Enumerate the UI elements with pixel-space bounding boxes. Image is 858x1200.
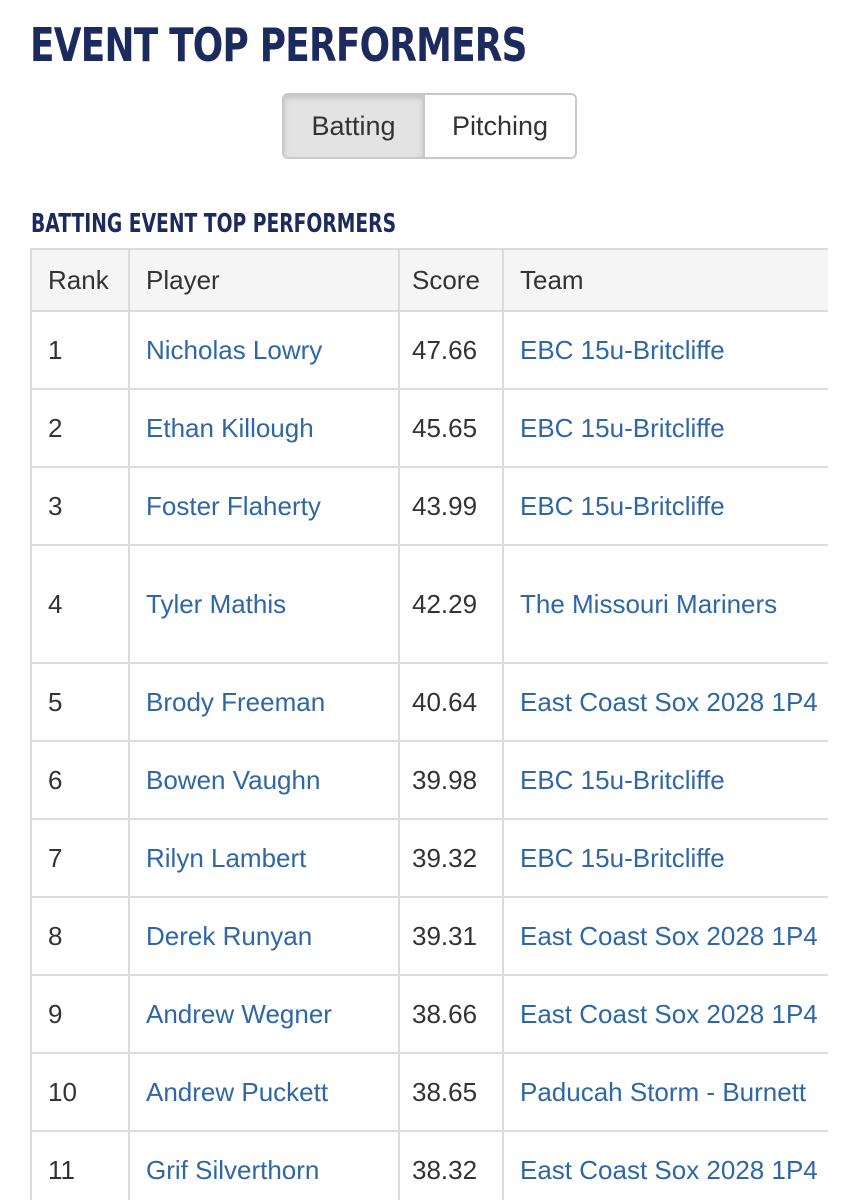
rank-cell: 4 xyxy=(30,544,130,664)
score-cell: 43.99 xyxy=(398,466,504,546)
section-title: BATTING EVENT TOP PERFORMERS xyxy=(31,209,397,239)
page-title: EVENT TOP PERFORMERS xyxy=(30,18,527,72)
tab-pitching[interactable]: Pitching xyxy=(425,95,575,157)
top-performers-table: Rank Player Score Team 1 Nicholas Lowry … xyxy=(30,248,828,1200)
team-link[interactable]: East Coast Sox 2028 1P4 xyxy=(520,686,818,717)
rank-cell: 3 xyxy=(30,466,130,546)
table-row: 11 Grif Silverthorn 38.32 East Coast Sox… xyxy=(30,1130,828,1200)
score-cell: 39.32 xyxy=(398,818,504,898)
score-cell: 39.31 xyxy=(398,896,504,976)
team-link[interactable]: EBC 15u-Britcliffe xyxy=(520,764,725,795)
column-header-team[interactable]: Team xyxy=(502,248,828,312)
score-cell: 38.65 xyxy=(398,1052,504,1132)
score-cell: 38.32 xyxy=(398,1130,504,1200)
player-link[interactable]: Grif Silverthorn xyxy=(146,1154,320,1185)
rank-cell: 2 xyxy=(30,388,130,468)
rank-cell: 5 xyxy=(30,662,130,742)
batting-pitching-toggle: Batting Pitching xyxy=(282,93,577,159)
table-row: 8 Derek Runyan 39.31 East Coast Sox 2028… xyxy=(30,896,828,976)
team-link[interactable]: EBC 15u-Britcliffe xyxy=(520,490,725,521)
team-link[interactable]: EBC 15u-Britcliffe xyxy=(520,412,725,443)
table-row: 1 Nicholas Lowry 47.66 EBC 15u-Britcliff… xyxy=(30,310,828,390)
table-row: 7 Rilyn Lambert 39.32 EBC 15u-Britcliffe xyxy=(30,818,828,898)
rank-cell: 9 xyxy=(30,974,130,1054)
rank-cell: 7 xyxy=(30,818,130,898)
score-cell: 40.64 xyxy=(398,662,504,742)
table-row: 10 Andrew Puckett 38.65 Paducah Storm - … xyxy=(30,1052,828,1132)
score-cell: 42.29 xyxy=(398,544,504,664)
column-header-rank[interactable]: Rank xyxy=(30,248,130,312)
table-row: 3 Foster Flaherty 43.99 EBC 15u-Britclif… xyxy=(30,466,828,546)
player-link[interactable]: Brody Freeman xyxy=(146,686,326,717)
table-row: 5 Brody Freeman 40.64 East Coast Sox 202… xyxy=(30,662,828,742)
player-link[interactable]: Bowen Vaughn xyxy=(146,764,321,795)
team-link[interactable]: East Coast Sox 2028 1P4 xyxy=(520,920,818,951)
team-link[interactable]: EBC 15u-Britcliffe xyxy=(520,334,725,365)
score-cell: 45.65 xyxy=(398,388,504,468)
rank-cell: 8 xyxy=(30,896,130,976)
player-link[interactable]: Foster Flaherty xyxy=(146,490,321,521)
table-row: 2 Ethan Killough 45.65 EBC 15u-Britcliff… xyxy=(30,388,828,468)
rank-cell: 6 xyxy=(30,740,130,820)
rank-cell: 1 xyxy=(30,310,130,390)
player-link[interactable]: Nicholas Lowry xyxy=(146,334,323,365)
table-row: 6 Bowen Vaughn 39.98 EBC 15u-Britcliffe xyxy=(30,740,828,820)
player-link[interactable]: Tyler Mathis xyxy=(146,588,287,619)
team-link[interactable]: EBC 15u-Britcliffe xyxy=(520,842,725,873)
top-performers-table-container[interactable]: Rank Player Score Team 1 Nicholas Lowry … xyxy=(30,248,828,1200)
rank-cell: 11 xyxy=(30,1130,130,1200)
table-header-row: Rank Player Score Team xyxy=(30,248,828,312)
team-link[interactable]: East Coast Sox 2028 1P4 xyxy=(520,1154,818,1185)
column-header-score[interactable]: Score xyxy=(398,248,504,312)
tab-batting[interactable]: Batting xyxy=(284,95,425,157)
team-link[interactable]: Paducah Storm - Burnett xyxy=(520,1076,807,1107)
table-row: 4 Tyler Mathis 42.29 The Missouri Marine… xyxy=(30,544,828,664)
score-cell: 38.66 xyxy=(398,974,504,1054)
player-link[interactable]: Derek Runyan xyxy=(146,920,313,951)
player-link[interactable]: Rilyn Lambert xyxy=(146,842,307,873)
rank-cell: 10 xyxy=(30,1052,130,1132)
team-link[interactable]: East Coast Sox 2028 1P4 xyxy=(520,998,818,1029)
score-cell: 39.98 xyxy=(398,740,504,820)
table-row: 9 Andrew Wegner 38.66 East Coast Sox 202… xyxy=(30,974,828,1054)
column-header-player[interactable]: Player xyxy=(128,248,400,312)
score-cell: 47.66 xyxy=(398,310,504,390)
player-link[interactable]: Ethan Killough xyxy=(146,412,314,443)
player-link[interactable]: Andrew Puckett xyxy=(146,1076,329,1107)
team-link[interactable]: The Missouri Mariners xyxy=(520,588,778,619)
player-link[interactable]: Andrew Wegner xyxy=(146,998,332,1029)
